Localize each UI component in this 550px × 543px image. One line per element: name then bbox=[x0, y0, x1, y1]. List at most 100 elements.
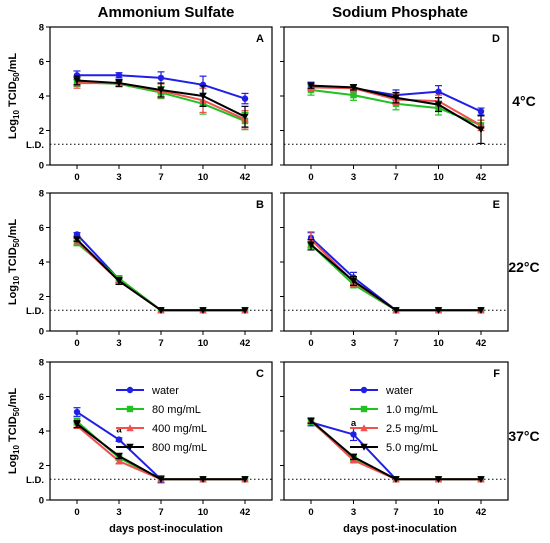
data-point bbox=[392, 94, 400, 102]
column-title-ammonium-sulfate: Ammonium Sulfate bbox=[98, 4, 235, 21]
panel-A: A 0 2 4 6 8 L.D. Log10 TCID50/mL 0 3 7 10 42 bbox=[7, 23, 273, 183]
data-point bbox=[392, 476, 400, 483]
x-tick-label: 42 bbox=[476, 507, 487, 518]
data-point bbox=[199, 92, 207, 100]
x-tick-label: 10 bbox=[198, 507, 209, 518]
data-point bbox=[350, 431, 357, 438]
legend: water 1.0 mg/mL 2.5 mg/mL 5.0 mg/mL bbox=[350, 385, 438, 454]
legend-label: 5.0 mg/mL bbox=[386, 442, 438, 454]
panel-D: D 0 3 7 10 42 bbox=[280, 26, 509, 183]
series-4 bbox=[73, 420, 249, 483]
series-line bbox=[310, 238, 481, 312]
legend-label: water bbox=[151, 385, 179, 397]
x-tick-label: 7 bbox=[393, 338, 398, 349]
data-point bbox=[477, 126, 485, 134]
x-axis-label-right: days post-inoculation bbox=[343, 523, 457, 535]
legend-marker bbox=[126, 405, 134, 413]
data-point bbox=[73, 72, 81, 79]
legend-label: 1.0 mg/mL bbox=[386, 404, 438, 416]
x-tick-label: 42 bbox=[240, 172, 251, 183]
series-4 bbox=[307, 238, 485, 314]
x-tick-label: 3 bbox=[116, 172, 121, 183]
legend-marker bbox=[360, 443, 368, 451]
data-point bbox=[307, 82, 315, 90]
data-point bbox=[307, 417, 315, 425]
data-point bbox=[157, 74, 165, 82]
panel-F: F 0 3 7 10 42 a water 1.0 mg/mL 2.5 mg/mL 5.0 mg/m… bbox=[280, 361, 509, 518]
data-point bbox=[115, 457, 123, 465]
x-tick-label: 3 bbox=[351, 507, 356, 518]
x-tick-label: 42 bbox=[476, 338, 487, 349]
data-point bbox=[115, 436, 123, 443]
x-tick-label: 10 bbox=[198, 338, 209, 349]
panel-letter: E bbox=[493, 199, 500, 211]
data-point bbox=[350, 91, 357, 99]
data-point bbox=[477, 476, 485, 483]
x-tick-label: 0 bbox=[308, 507, 313, 518]
data-point bbox=[349, 453, 358, 461]
x-tick-label: 0 bbox=[74, 507, 79, 518]
y-tick-label: 6 bbox=[39, 223, 44, 234]
legend-label: 800 mg/mL bbox=[152, 442, 207, 454]
row-title-4c: 4°C bbox=[512, 93, 536, 109]
data-point bbox=[73, 408, 81, 416]
limit-of-detection-label: L.D. bbox=[26, 475, 44, 486]
panel-letter: C bbox=[256, 368, 264, 380]
x-tick-label: 10 bbox=[433, 172, 444, 183]
data-point bbox=[199, 307, 207, 314]
series-4 bbox=[307, 417, 485, 483]
data-point bbox=[115, 79, 123, 87]
significance-annotation: a bbox=[351, 418, 357, 429]
data-point bbox=[199, 81, 207, 88]
data-point bbox=[157, 307, 165, 314]
y-axis-label: Log10 TCID50/mL bbox=[7, 388, 21, 475]
y-tick-label: 4 bbox=[39, 92, 45, 103]
data-point bbox=[115, 277, 123, 285]
legend-marker bbox=[126, 424, 134, 432]
x-tick-label: 3 bbox=[351, 338, 356, 349]
data-point bbox=[241, 95, 249, 102]
x-tick-label: 7 bbox=[158, 507, 163, 518]
y-tick-label: 0 bbox=[39, 496, 44, 507]
x-tick-label: 3 bbox=[116, 507, 121, 518]
series-2 bbox=[73, 239, 249, 314]
row-title-22c: 22°C bbox=[508, 259, 539, 275]
legend-marker bbox=[360, 386, 368, 394]
data-point bbox=[392, 307, 400, 314]
legend: water 80 mg/mL 400 mg/mL 800 mg/mL bbox=[116, 385, 207, 454]
x-tick-label: 7 bbox=[393, 172, 398, 183]
legend-marker bbox=[126, 386, 134, 394]
series-line bbox=[76, 233, 245, 312]
series-3 bbox=[307, 231, 485, 314]
data-point bbox=[349, 277, 358, 285]
data-point bbox=[241, 113, 249, 121]
legend-label: water bbox=[385, 385, 413, 397]
panel-letter: F bbox=[493, 368, 500, 380]
data-point bbox=[434, 101, 443, 109]
data-point bbox=[73, 420, 81, 428]
y-tick-label: 0 bbox=[39, 161, 44, 172]
series-3 bbox=[73, 237, 249, 314]
data-point bbox=[199, 476, 207, 483]
panel-B: B 0 2 4 6 8 L.D. Log10 TCID50/mL 0 3 7 10 42 bbox=[7, 189, 273, 349]
data-point bbox=[115, 452, 123, 460]
x-tick-label: 0 bbox=[308, 338, 313, 349]
y-axis-label: Log10 TCID50/mL bbox=[7, 53, 21, 140]
limit-of-detection-label: L.D. bbox=[26, 140, 44, 151]
series-4 bbox=[73, 236, 249, 314]
x-tick-label: 7 bbox=[393, 507, 398, 518]
panel-letter: A bbox=[256, 33, 264, 45]
limit-of-detection-label: L.D. bbox=[26, 306, 44, 317]
legend-label: 80 mg/mL bbox=[152, 404, 201, 416]
x-tick-label: 42 bbox=[240, 507, 251, 518]
series-line bbox=[310, 244, 481, 312]
data-point bbox=[73, 236, 81, 244]
x-tick-label: 7 bbox=[158, 172, 163, 183]
data-point bbox=[157, 476, 165, 483]
data-point bbox=[157, 86, 165, 94]
series-line bbox=[310, 243, 481, 312]
panel-C: C 0 2 4 6 8 L.D. Log10 TCID50/mL 0 3 7 10 42 a water 80… bbox=[7, 358, 273, 518]
y-tick-label: 0 bbox=[39, 327, 44, 338]
y-tick-label: 6 bbox=[39, 392, 44, 403]
